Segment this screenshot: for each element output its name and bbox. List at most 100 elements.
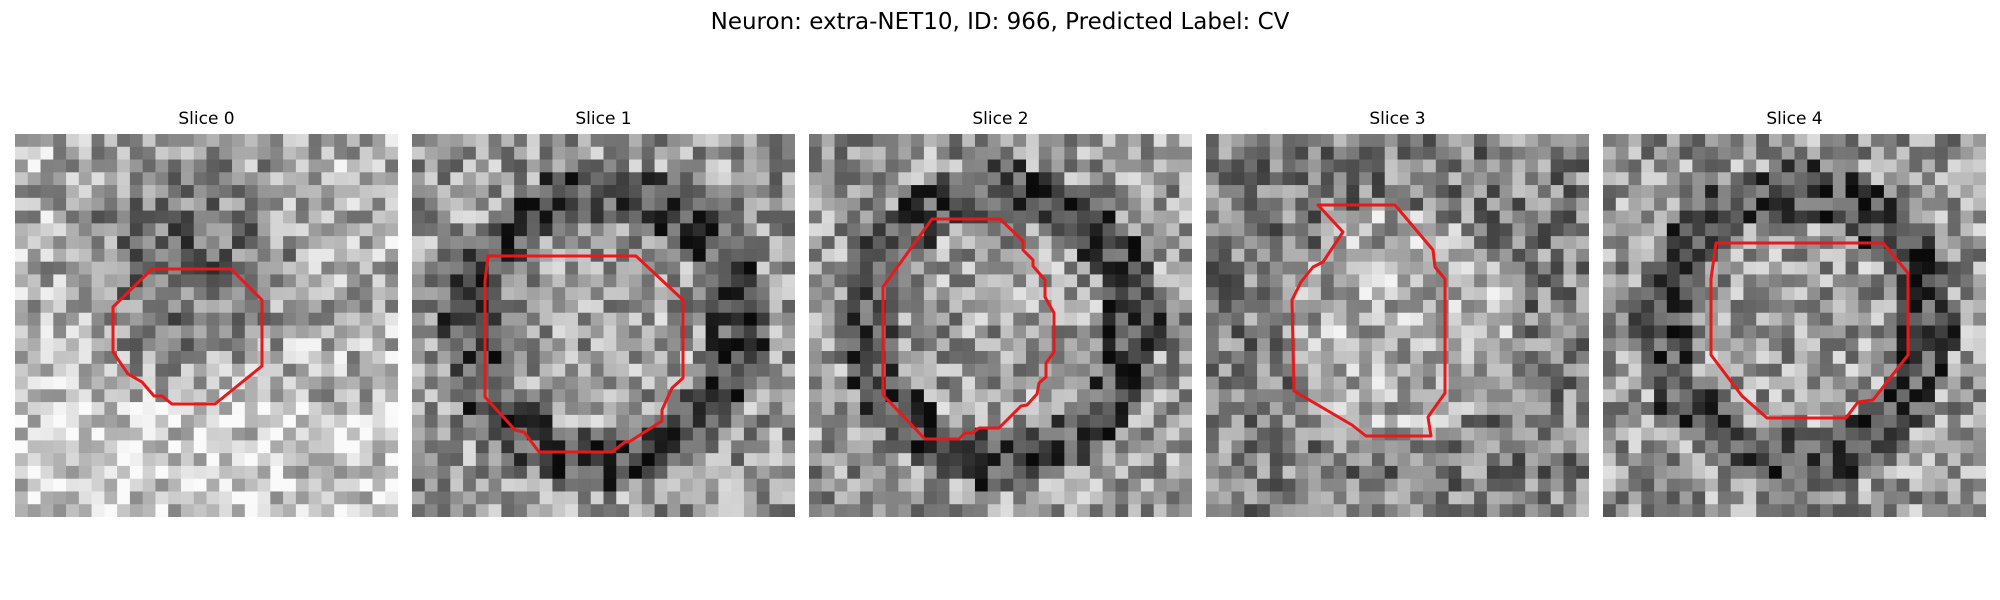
pixel-cell	[1397, 287, 1411, 301]
pixel-cell	[987, 402, 1002, 416]
pixel-cell	[809, 287, 823, 301]
pixel-cell	[1333, 414, 1348, 429]
pixel-cell	[629, 325, 643, 339]
pixel-cell	[1947, 261, 1962, 276]
pixel-cell	[1756, 338, 1770, 352]
pixel-cell	[987, 325, 1002, 339]
pixel-cell	[834, 414, 848, 429]
pixel-cell	[987, 236, 1002, 250]
pixel-cell	[1295, 491, 1309, 505]
pixel-cell	[756, 389, 771, 403]
pixel-cell	[1179, 236, 1192, 250]
pixel-cell	[1603, 287, 1617, 301]
pixel-cell	[526, 134, 541, 148]
pixel-cell	[1435, 146, 1450, 161]
pixel-cell	[1628, 134, 1642, 148]
pixel-cell	[1038, 159, 1053, 173]
pixel-cell	[1486, 146, 1501, 161]
pixel-cell	[193, 351, 208, 365]
pixel-cell	[1576, 223, 1589, 237]
pixel-cell	[911, 325, 925, 339]
pixel-cell	[1333, 465, 1348, 480]
pixel-cell	[1934, 414, 1949, 429]
pixel-cell	[1563, 312, 1577, 327]
pixel-cell	[923, 185, 938, 199]
pixel-cell	[1026, 134, 1040, 148]
pixel-cell	[206, 351, 220, 365]
pixel-cell	[641, 478, 656, 493]
pixel-cell	[1679, 440, 1693, 454]
pixel-cell	[1038, 185, 1053, 199]
pixel-cell	[1563, 287, 1577, 301]
pixel-cell	[437, 159, 451, 173]
pixel-cell	[1756, 134, 1770, 148]
pixel-cell	[463, 299, 477, 314]
pixel-cell	[590, 465, 605, 480]
pixel-cell	[129, 453, 144, 467]
pixel-cell	[53, 185, 67, 199]
pixel-cell	[1705, 146, 1719, 161]
pixel-cell	[526, 159, 541, 173]
pixel-cell	[923, 363, 938, 378]
pixel-cell	[821, 146, 836, 161]
pixel-cell	[450, 414, 464, 429]
pixel-cell	[1102, 159, 1116, 173]
pixel-cell	[1666, 363, 1681, 378]
pixel-cell	[142, 465, 157, 480]
pixel-cell	[1576, 427, 1589, 441]
pixel-cell	[1179, 134, 1192, 148]
pixel-cell	[372, 274, 386, 288]
pixel-cell	[501, 185, 515, 199]
pixel-cell	[308, 210, 322, 224]
pixel-cell	[936, 299, 951, 314]
pixel-cell	[1845, 478, 1859, 493]
pixel-cell	[1871, 261, 1885, 276]
pixel-cell	[321, 325, 335, 339]
pixel-cell	[1474, 134, 1488, 148]
pixel-cell	[501, 261, 515, 276]
pixel-cell	[193, 363, 208, 378]
pixel-cell	[1128, 134, 1142, 148]
pixel-cell	[104, 210, 118, 224]
pixel-cell	[450, 274, 464, 288]
pixel-cell	[692, 389, 707, 403]
pixel-cell	[1628, 453, 1642, 467]
pixel-cell	[616, 414, 630, 429]
pixel-cell	[1153, 223, 1168, 237]
pixel-cell	[295, 299, 310, 314]
pixel-cell	[603, 159, 617, 173]
slice-panel-4: Slice 4	[1603, 106, 1986, 540]
pixel-cell	[1218, 236, 1233, 250]
pixel-cell	[1089, 223, 1104, 237]
pixel-cell	[590, 338, 605, 352]
pixel-cell	[692, 236, 707, 250]
pixel-cell	[1486, 172, 1501, 186]
pixel-cell	[1051, 465, 1065, 480]
pixel-cell	[847, 185, 861, 199]
pixel-cell	[1128, 402, 1142, 416]
pixel-cell	[1115, 274, 1129, 288]
pixel-cell	[834, 312, 848, 327]
pixel-cell	[1461, 376, 1475, 390]
pixel-cell	[385, 146, 398, 161]
pixel-cell	[1654, 351, 1668, 365]
pixel-cell	[1922, 351, 1936, 365]
pixel-cell	[104, 402, 118, 416]
pixel-cell	[1064, 414, 1078, 429]
pixel-cell	[629, 287, 643, 301]
pixel-cell	[936, 414, 951, 429]
pixel-cell	[66, 325, 80, 339]
pixel-cell	[1692, 491, 1706, 505]
pixel-cell	[129, 312, 144, 327]
pixel-cell	[1654, 465, 1668, 480]
pixel-cell	[1231, 325, 1245, 339]
pixel-cell	[1922, 172, 1936, 186]
pixel-cell	[692, 376, 707, 390]
pixel-cell	[1973, 287, 1986, 301]
pixel-cell	[629, 414, 643, 429]
pixel-cell	[834, 146, 848, 161]
pixel-cell	[359, 427, 374, 441]
pixel-cell	[117, 185, 131, 199]
pixel-cell	[692, 478, 707, 493]
pixel-cell	[385, 453, 398, 467]
